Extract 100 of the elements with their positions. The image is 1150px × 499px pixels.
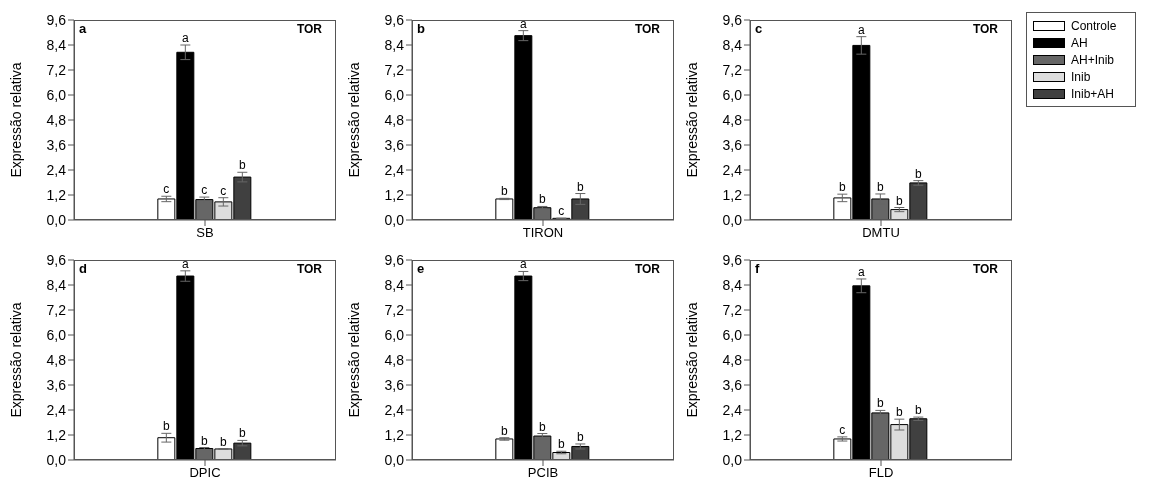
y-tick-label: 2,4 [384, 401, 405, 418]
y-tick-label: 0,0 [46, 211, 67, 228]
data-label: b [877, 396, 884, 411]
text: TOR [296, 22, 322, 36]
x-tick-label: DPIC [189, 465, 221, 481]
y-tick-label: 4,8 [46, 111, 67, 128]
y-axis-title: Expressão relativa [683, 302, 700, 418]
data-label: b [558, 437, 565, 452]
data-label: a [858, 22, 865, 37]
y-tick-label: 8,4 [722, 276, 743, 293]
y-tick-label: 6,0 [46, 86, 67, 103]
x-tick-label: TIRON [522, 225, 564, 241]
x-tick-label: PCIB [527, 465, 559, 481]
y-tick-label: 4,8 [722, 351, 743, 368]
legend-label: Inib+AH [1071, 86, 1115, 101]
legend-label: Inib [1071, 69, 1091, 84]
chart-title: a [79, 21, 87, 36]
data-label: c [201, 183, 208, 198]
y-axis-title: Expressão relativa [683, 62, 700, 178]
y-tick-label: 3,6 [384, 376, 405, 393]
chart-title: b [417, 21, 425, 36]
x-tick-label: DMTU [862, 225, 900, 241]
data-label: c [163, 182, 170, 197]
y-tick-label: 1,2 [384, 426, 405, 443]
chart-title: d [79, 261, 87, 276]
y-tick-label: 4,8 [722, 111, 743, 128]
data-label: b [915, 166, 922, 181]
y-tick-label: 9,6 [46, 11, 67, 28]
data-label: b [501, 184, 508, 199]
legend-label: AH+Inib [1071, 52, 1115, 67]
y-tick-label: 0,0 [384, 451, 405, 468]
data-label: b [201, 433, 208, 448]
y-tick-label: 1,2 [46, 426, 67, 443]
y-tick-label: 8,4 [384, 276, 405, 293]
data-label: b [896, 405, 903, 420]
data-label: b [915, 403, 922, 418]
y-tick-label: 3,6 [384, 136, 405, 153]
y-tick-label: 7,2 [46, 301, 67, 318]
y-tick-label: 0,0 [384, 211, 405, 228]
y-tick-label: 3,6 [722, 136, 743, 153]
y-tick-label: 3,6 [46, 136, 67, 153]
data-label: b [577, 179, 584, 194]
chart-title: f [755, 261, 760, 276]
text: TOR [972, 22, 998, 36]
text: TOR [634, 262, 660, 276]
y-tick-label: 6,0 [46, 326, 67, 343]
y-tick-label: 0,0 [46, 451, 67, 468]
y-tick-label: 7,2 [384, 301, 405, 318]
data-label: b [163, 419, 170, 434]
y-axis-title: Expressão relativa [7, 62, 24, 178]
data-label: b [539, 419, 546, 434]
y-tick-label: 6,0 [384, 326, 405, 343]
data-label: b [220, 434, 227, 449]
data-label: b [501, 423, 508, 438]
y-tick-label: 8,4 [46, 276, 67, 293]
data-label: c [558, 204, 565, 219]
y-tick-label: 3,6 [722, 376, 743, 393]
data-label: b [877, 179, 884, 194]
y-tick-label: 2,4 [46, 401, 67, 418]
legend-label: Controle [1071, 18, 1117, 33]
y-tick-label: 2,4 [722, 401, 743, 418]
data-label: a [520, 257, 527, 272]
y-tick-label: 2,4 [46, 161, 67, 178]
y-tick-label: 6,0 [722, 326, 743, 343]
y-tick-label: 7,2 [46, 61, 67, 78]
y-tick-label: 7,2 [722, 61, 743, 78]
data-label: a [182, 256, 189, 271]
y-tick-label: 9,6 [722, 251, 743, 268]
data-label: a [182, 31, 189, 45]
text: TOR [296, 262, 322, 276]
data-label: b [539, 192, 546, 207]
y-tick-label: 2,4 [722, 161, 743, 178]
y-tick-label: 1,2 [384, 186, 405, 203]
data-label: b [239, 426, 246, 441]
y-tick-label: 7,2 [722, 301, 743, 318]
data-label: b [577, 429, 584, 444]
data-label: a [858, 264, 865, 279]
data-label: c [220, 183, 227, 198]
y-tick-label: 9,6 [384, 11, 405, 28]
y-tick-label: 4,8 [384, 111, 405, 128]
y-tick-label: 9,6 [46, 251, 67, 268]
y-tick-label: 3,6 [46, 376, 67, 393]
data-label: b [896, 193, 903, 208]
text: TOR [634, 22, 660, 36]
y-tick-label: 1,2 [46, 186, 67, 203]
y-axis-title: Expressão relativa [345, 302, 362, 418]
y-tick-label: 1,2 [722, 186, 743, 203]
y-tick-label: 7,2 [384, 61, 405, 78]
x-tick-label: SB [196, 225, 214, 241]
y-tick-label: 2,4 [384, 161, 405, 178]
y-axis-title: Expressão relativa [345, 62, 362, 178]
chart-title: e [417, 261, 425, 276]
y-tick-label: 8,4 [46, 36, 67, 53]
y-tick-label: 0,0 [722, 211, 743, 228]
text: TOR [972, 262, 998, 276]
y-tick-label: 6,0 [722, 86, 743, 103]
x-tick-label: FLD [868, 465, 894, 481]
y-tick-label: 9,6 [384, 251, 405, 268]
y-tick-label: 1,2 [722, 426, 743, 443]
y-tick-label: 8,4 [384, 36, 405, 53]
